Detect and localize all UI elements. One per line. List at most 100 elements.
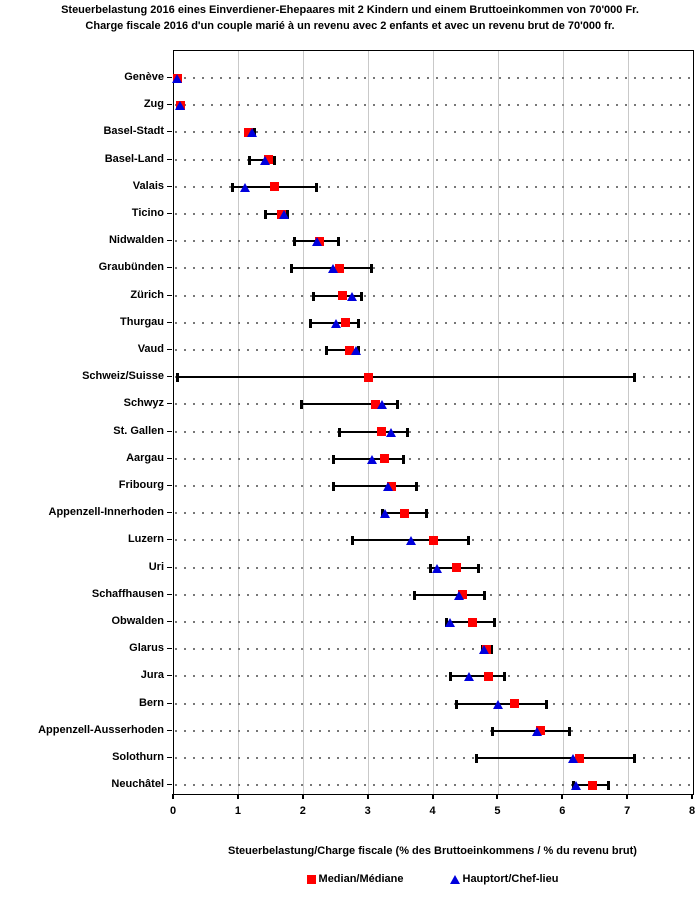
x-tick-label: 0 xyxy=(169,805,177,817)
median-marker xyxy=(364,372,374,382)
range-line xyxy=(414,593,486,596)
range-line xyxy=(300,403,398,406)
x-tick xyxy=(626,794,629,799)
range-line xyxy=(491,729,570,732)
legend-item-median: Median/Médiane xyxy=(306,873,404,885)
chart-title-french: Charge fiscale 2016 d'un couple marié à … xyxy=(85,20,615,32)
range-cap-min xyxy=(309,318,313,328)
hauptort-marker xyxy=(383,482,394,491)
canton-label: Valais xyxy=(132,179,164,192)
range-cap-max xyxy=(632,754,636,763)
range-cap-max xyxy=(337,237,341,247)
range-cap-max xyxy=(502,672,506,682)
y-tick xyxy=(167,376,172,378)
range-cap-min xyxy=(312,291,316,301)
range-cap-max xyxy=(467,536,471,546)
range-line xyxy=(449,675,505,678)
canton-label: Graubünden xyxy=(98,261,164,274)
gridline xyxy=(368,51,370,794)
canton-label: Zürich xyxy=(130,288,164,301)
plot-area xyxy=(172,50,694,795)
range-cap-min xyxy=(474,754,478,763)
y-tick xyxy=(167,104,172,106)
gridline xyxy=(497,51,499,794)
canton-label: Aargau xyxy=(126,451,164,464)
canton-label: Glarus xyxy=(129,642,164,655)
canton-label: Schweiz/Suisse xyxy=(82,370,164,383)
canton-label: Obwalden xyxy=(111,615,164,627)
range-cap-min xyxy=(490,726,494,736)
legend-hauptort-label: Hauptort/Chef-lieu xyxy=(462,873,559,885)
row-dotted-line xyxy=(175,158,692,161)
hauptort-marker xyxy=(431,563,442,573)
y-tick xyxy=(167,77,172,78)
canton-label: Appenzell-Innerhoden xyxy=(48,506,165,519)
row-dotted-line xyxy=(175,77,692,79)
hauptort-marker xyxy=(379,509,390,519)
y-tick xyxy=(167,702,172,704)
hauptort-marker xyxy=(240,182,251,192)
x-axis-title: Steuerbelastung/Charge fiscale (% des Br… xyxy=(228,845,637,857)
hauptort-marker xyxy=(366,454,377,464)
x-tick-label: 4 xyxy=(429,805,436,817)
hauptort-marker xyxy=(376,400,387,410)
hauptort-marker xyxy=(464,672,475,682)
row-dotted-line xyxy=(175,729,692,732)
chart-title-german: Steuerbelastung 2016 eines Einverdiener-… xyxy=(61,4,639,16)
median-marker xyxy=(270,182,280,192)
y-tick xyxy=(167,784,172,786)
x-tick xyxy=(301,794,304,799)
canton-label: Zug xyxy=(143,98,164,111)
range-cap-max xyxy=(476,563,480,573)
median-marker xyxy=(380,454,390,464)
y-tick xyxy=(167,294,172,296)
range-cap-min xyxy=(338,427,342,437)
hauptort-marker xyxy=(175,101,186,111)
range-cap-max xyxy=(493,618,497,627)
canton-label: Bern xyxy=(138,696,164,709)
row-dotted-line xyxy=(175,512,692,515)
median-marker xyxy=(510,699,520,709)
x-tick-label: 1 xyxy=(234,805,241,817)
range-cap-min xyxy=(263,210,267,219)
canton-label: Genève xyxy=(124,71,164,83)
y-tick xyxy=(167,675,172,677)
y-tick xyxy=(167,566,172,568)
median-marker xyxy=(451,563,461,573)
row-dotted-line xyxy=(175,185,692,188)
range-cap-min xyxy=(325,346,329,355)
x-tick xyxy=(431,794,434,799)
range-cap-max xyxy=(545,699,549,709)
hauptort-marker xyxy=(279,210,290,219)
range-cap-min xyxy=(429,563,433,573)
median-marker xyxy=(429,535,438,545)
row-dotted-line xyxy=(175,430,692,433)
canton-label: Neuchâtel xyxy=(111,778,164,791)
median-square-icon xyxy=(306,874,316,884)
y-tick xyxy=(167,430,172,432)
median-marker xyxy=(399,508,409,518)
row-dotted-line xyxy=(175,648,692,651)
range-cap-min xyxy=(293,237,297,247)
range-cap-min xyxy=(231,182,235,192)
row-dotted-line xyxy=(175,702,692,705)
range-cap-max xyxy=(356,318,360,328)
x-tick-label: 7 xyxy=(624,805,631,817)
range-line xyxy=(177,376,635,379)
gridline xyxy=(627,51,629,794)
x-tick xyxy=(691,794,693,799)
x-tick xyxy=(172,794,174,799)
canton-label: Solothurn xyxy=(112,751,164,763)
range-cap-min xyxy=(413,590,417,600)
x-tick-label: 5 xyxy=(494,805,501,817)
canton-label: Jura xyxy=(140,669,164,682)
gridline xyxy=(562,51,564,794)
row-dotted-line xyxy=(175,131,692,134)
gridline xyxy=(303,51,305,794)
range-cap-max xyxy=(606,781,610,791)
y-tick xyxy=(167,457,172,459)
y-tick xyxy=(167,131,172,133)
range-line xyxy=(326,349,359,351)
canton-label: Luzern xyxy=(127,533,164,546)
